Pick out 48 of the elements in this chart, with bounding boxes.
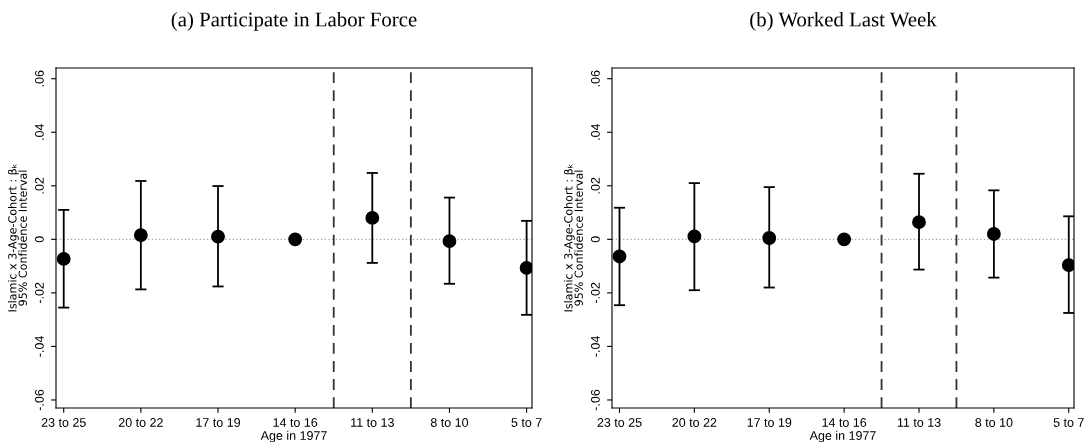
point: [365, 211, 380, 225]
y-axis-title: Islamic x 3-Age-Cohort : βₖ 95% Confidence Interval: [7, 164, 27, 312]
y-tick-label: .06: [34, 70, 44, 87]
x-tick-label: 23 to 25: [597, 418, 642, 427]
x-tick-label: 8 to 10: [975, 418, 1013, 427]
y-tick-label: 0: [34, 236, 44, 243]
x-tick-label: 11 to 13: [897, 418, 941, 427]
point: [912, 215, 926, 230]
y-tick-label: 0: [590, 236, 600, 243]
x-tick-label: 17 to 19: [747, 418, 792, 427]
point: [288, 232, 303, 247]
y-tick-label: -.04: [590, 336, 600, 357]
point: [56, 251, 71, 266]
y-tick-label: .04: [590, 123, 600, 140]
chart-title: (a) Participate in Labor Force: [171, 11, 417, 31]
y-tick-label: -.06: [590, 389, 600, 411]
y-tick-label: .04: [34, 123, 44, 140]
y-tick-label: -.02: [34, 282, 44, 304]
x-axis-title: Age in 1977: [260, 430, 327, 442]
point: [1061, 258, 1074, 272]
chart-title: (b) Worked Last Week: [750, 11, 937, 31]
y-tick-label: .02: [590, 177, 600, 194]
x-tick-label: 5 to 7: [511, 418, 542, 427]
x-tick-label: 23 to 25: [41, 418, 86, 427]
x-axis-title: Age in 1977: [809, 430, 876, 442]
point: [211, 229, 225, 244]
point: [837, 232, 852, 247]
point: [986, 227, 1001, 241]
point: [519, 261, 532, 275]
point: [612, 249, 627, 264]
x-tick-label: 20 to 22: [672, 418, 717, 427]
y-tick-label: .06: [590, 70, 600, 87]
point: [133, 228, 148, 242]
x-tick-label: 17 to 19: [196, 418, 241, 427]
point: [687, 229, 702, 244]
x-tick-label: 14 to 16: [273, 418, 318, 427]
x-tick-label: 11 to 13: [351, 418, 394, 427]
point: [762, 231, 777, 245]
y-tick-label: -.06: [34, 389, 44, 411]
y-axis-title: Islamic x 3-Age-Cohort : βₖ 95% Confidence Interval: [563, 164, 583, 312]
x-tick-label: 5 to 7: [1053, 418, 1084, 427]
x-tick-label: 14 to 16: [822, 418, 867, 427]
point: [442, 234, 457, 249]
y-tick-label: -.02: [590, 282, 600, 304]
x-tick-label: 8 to 10: [430, 418, 469, 427]
y-tick-label: -.04: [34, 336, 44, 357]
x-tick-label: 20 to 22: [118, 418, 163, 427]
y-tick-label: .02: [34, 177, 44, 194]
